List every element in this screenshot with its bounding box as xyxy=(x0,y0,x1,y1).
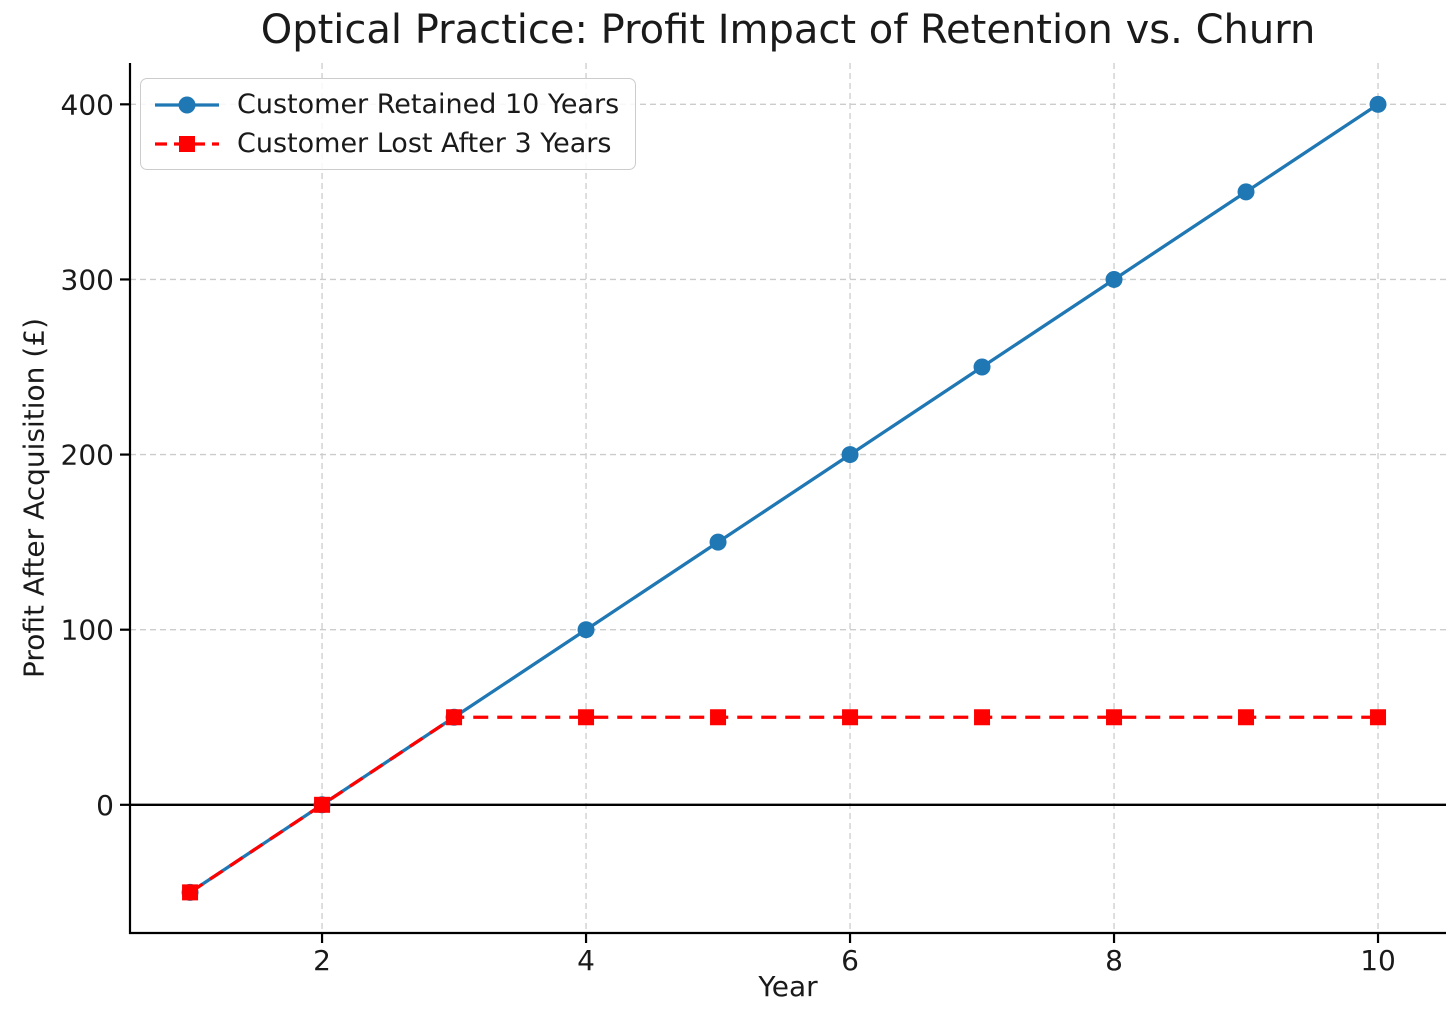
series-line-customer-lost-after-3-years xyxy=(189,715,1379,894)
legend-label: Customer Retained 10 Years xyxy=(237,89,620,120)
marker-circle-customer-retained-10-years xyxy=(577,621,595,639)
x-tick-label-4: 4 xyxy=(577,944,595,977)
marker-square-customer-lost-after-3-years xyxy=(842,709,859,726)
marker-circle-customer-retained-10-years xyxy=(973,358,991,376)
dashed-line-square-marker-icon xyxy=(155,135,219,152)
y-tick-label-100: 100 xyxy=(61,614,114,647)
y-tick-label-300: 300 xyxy=(61,263,114,296)
marker-square-customer-lost-after-3-years xyxy=(446,709,463,726)
marker-square-customer-lost-after-3-years xyxy=(1106,709,1123,726)
x-tick-label-2: 2 xyxy=(313,944,331,977)
marker-circle-customer-retained-10-years xyxy=(709,533,727,551)
marker-circle-customer-retained-10-years xyxy=(1369,95,1387,113)
marker-square-customer-lost-after-3-years xyxy=(314,796,331,813)
marker-circle-customer-retained-10-years xyxy=(1237,183,1255,201)
chart-title: Optical Practice: Profit Impact of Reten… xyxy=(260,7,1316,53)
legend: Customer Retained 10 Years Customer Lost … xyxy=(140,78,637,170)
y-tick-label-0: 0 xyxy=(96,789,114,822)
marker-square-customer-lost-after-3-years xyxy=(974,709,991,726)
y-tick-label-200: 200 xyxy=(61,439,114,472)
x-tick-label-6: 6 xyxy=(841,944,859,977)
x-axis-label: Year xyxy=(758,970,818,1003)
legend-item-customer-lost-after-3-years: Customer Lost After 3 Years xyxy=(153,127,619,160)
marker-square-customer-lost-after-3-years xyxy=(710,709,727,726)
marker-square-customer-lost-after-3-years xyxy=(182,884,199,901)
y-tick-label-400: 400 xyxy=(61,88,114,121)
marker-square-customer-lost-after-3-years xyxy=(1370,709,1387,726)
x-tick-label-10: 10 xyxy=(1360,944,1396,977)
marker-circle-customer-retained-10-years xyxy=(1105,270,1123,288)
legend-sample-marker xyxy=(179,135,195,152)
solid-line-circle-marker-icon xyxy=(155,96,219,113)
marker-square-customer-lost-after-3-years xyxy=(578,709,595,726)
marker-circle-customer-retained-10-years xyxy=(841,446,859,464)
series-line-customer-retained-10-years xyxy=(189,102,1379,894)
x-tick-label-8: 8 xyxy=(1105,944,1123,977)
legend-item-customer-retained-10-years: Customer Retained 10 Years xyxy=(153,88,619,121)
marker-square-customer-lost-after-3-years xyxy=(1238,709,1255,726)
legend-label: Customer Lost After 3 Years xyxy=(237,128,612,159)
legend-sample-marker xyxy=(178,96,196,113)
